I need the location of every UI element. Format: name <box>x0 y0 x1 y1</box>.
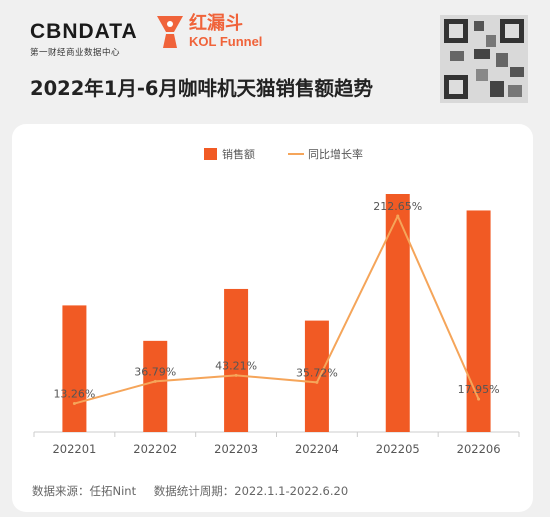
bar-202202 <box>143 340 168 432</box>
growth-data-label: 13.26% <box>53 388 95 401</box>
funnel-icon <box>157 16 183 48</box>
growth-data-label: 35.72% <box>296 366 338 379</box>
growth-point <box>477 397 481 401</box>
x-tick-label: 202201 <box>52 442 96 456</box>
cbndata-logo: CBNDATA 第一财经商业数据中心 <box>30 20 138 58</box>
legend-swatch-sales <box>204 148 217 160</box>
x-tick-label: 202203 <box>214 442 258 456</box>
qr-code-icon <box>440 15 528 103</box>
growth-point <box>234 373 238 377</box>
growth-data-label: 17.95% <box>458 383 500 396</box>
growth-point <box>72 402 76 406</box>
kol-logo-cn: 红漏斗 <box>189 13 243 34</box>
growth-point <box>396 214 400 218</box>
page-title: 2022年1月-6月咖啡机天猫销售额趋势 <box>30 77 374 100</box>
legend-label-sales: 销售额 <box>222 147 255 161</box>
x-tick-label: 202202 <box>133 442 177 456</box>
bar-202206 <box>466 210 491 432</box>
growth-line <box>74 215 480 405</box>
cbndata-logo-text: CBNDATA <box>30 20 138 43</box>
kol-funnel-logo: 红漏斗 KOL Funnel <box>155 14 262 50</box>
x-tick-label: 202204 <box>295 442 339 456</box>
growth-data-label: 43.21% <box>215 359 257 372</box>
data-period: 数据统计周期：2022.1.1-2022.6.20 <box>153 484 349 498</box>
header: CBNDATA 第一财经商业数据中心 红漏斗 KOL Funnel 2022年1… <box>0 0 550 120</box>
growth-point <box>315 380 319 384</box>
growth-point <box>153 379 157 383</box>
legend: 销售额 同比增长率 <box>204 147 363 161</box>
growth-data-label: 212.65% <box>373 200 422 213</box>
cbndata-logo-subtitle: 第一财经商业数据中心 <box>30 48 121 58</box>
footer: 数据来源：任拓Nint 数据统计周期：2022.1.1-2022.6.20 <box>32 483 348 499</box>
chart-card: 销售额 同比增长率 202201 202202 202203 202204 202205 20… <box>12 124 533 512</box>
bar-202205 <box>385 194 410 432</box>
kol-logo-en: KOL Funnel <box>189 34 263 49</box>
data-source: 数据来源：任拓Nint <box>32 484 137 498</box>
chart: 销售额 同比增长率 202201 202202 202203 202204 202205 20… <box>33 147 520 456</box>
bar-202204 <box>304 320 329 432</box>
legend-label-growth: 同比增长率 <box>308 147 363 161</box>
bar-202203 <box>224 288 249 432</box>
x-tick-label: 202205 <box>376 442 420 456</box>
growth-data-label: 36.79% <box>134 365 176 378</box>
x-tick-label: 202206 <box>457 442 501 456</box>
bar-202201 <box>62 305 87 432</box>
